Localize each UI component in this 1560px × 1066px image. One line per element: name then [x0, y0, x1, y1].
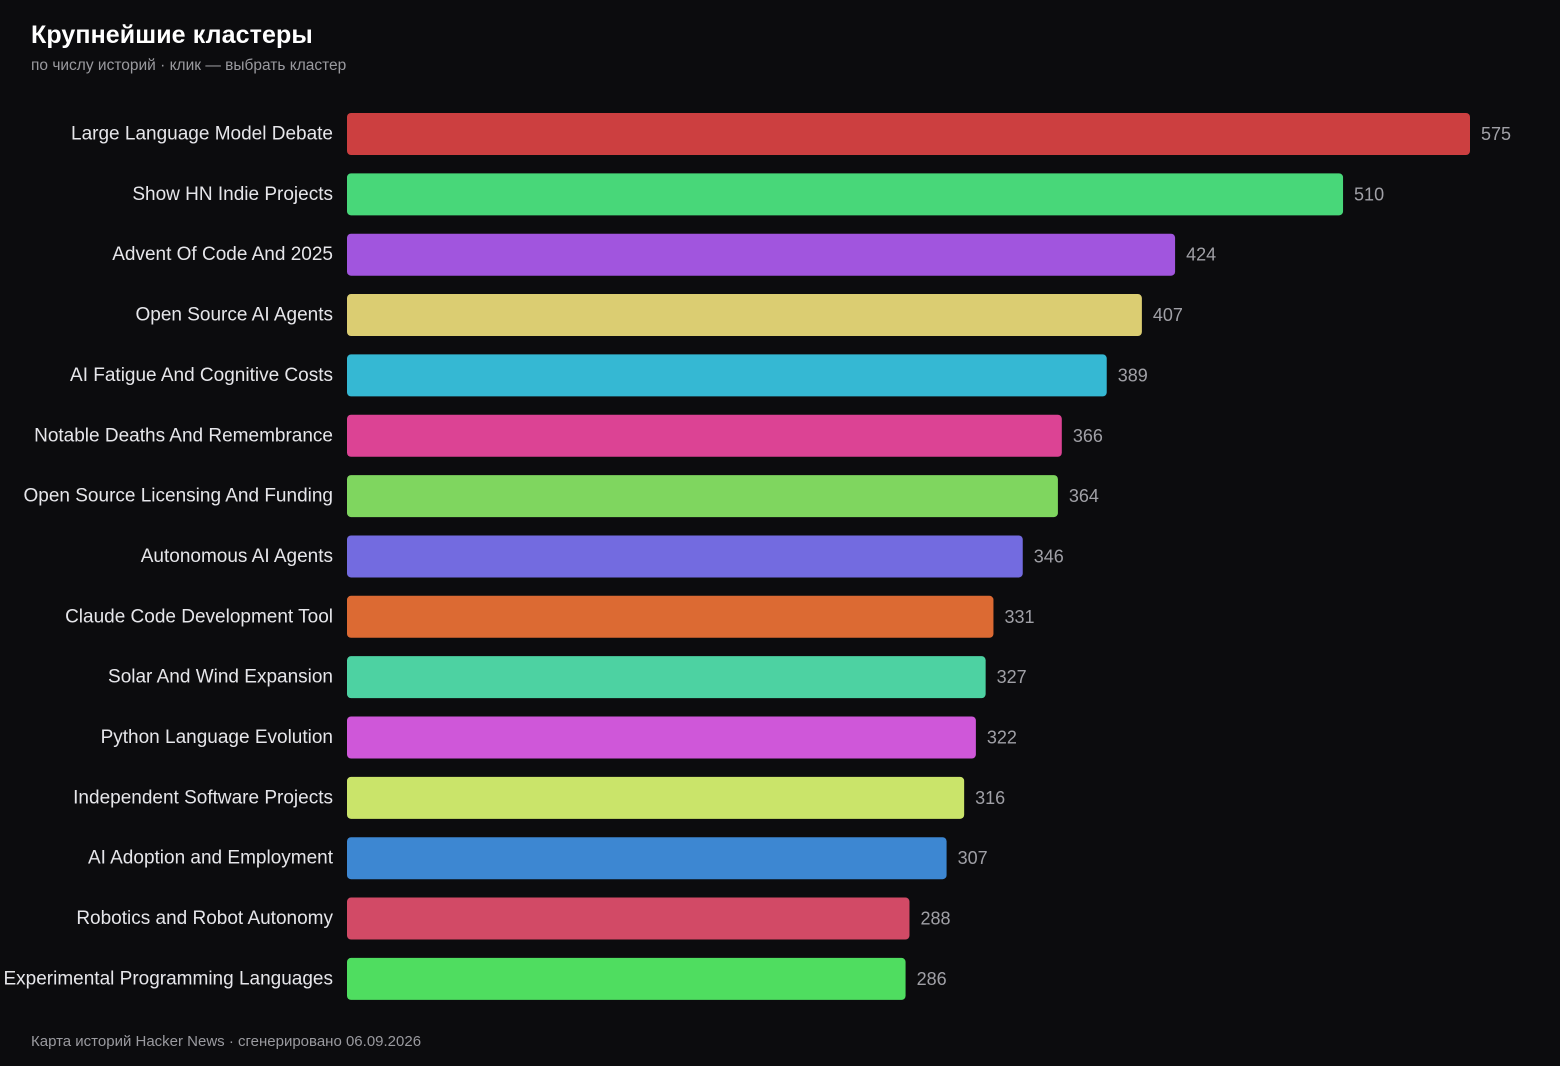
- cluster-bar[interactable]: [347, 897, 910, 940]
- cluster-bar[interactable]: [347, 173, 1344, 216]
- cluster-bar[interactable]: [347, 414, 1062, 457]
- category-label: Autonomous AI Agents: [141, 546, 333, 567]
- value-label: 307: [958, 848, 988, 868]
- cluster-bar[interactable]: [347, 233, 1176, 276]
- category-label: Python Language Evolution: [101, 727, 333, 748]
- value-label: 510: [1354, 184, 1384, 204]
- value-label: 286: [917, 969, 947, 989]
- value-label: 288: [920, 909, 950, 929]
- footer-credit: Карта историй Hacker News · сгенерирован…: [31, 1033, 422, 1050]
- bar-row[interactable]: Independent Software Projects 316: [73, 776, 1005, 819]
- chart-subtitle: по числу историй · клик — выбрать класте…: [31, 57, 347, 74]
- bar-row[interactable]: Python Language Evolution 322: [101, 716, 1017, 759]
- value-label: 366: [1073, 426, 1103, 446]
- cluster-bar[interactable]: [347, 354, 1107, 397]
- value-label: 389: [1118, 365, 1148, 385]
- cluster-bar[interactable]: [347, 475, 1058, 518]
- value-label: 407: [1153, 305, 1183, 325]
- value-label: 575: [1481, 124, 1511, 144]
- cluster-bar[interactable]: [347, 656, 986, 699]
- category-label: Large Language Model Debate: [71, 124, 333, 145]
- cluster-bar[interactable]: [347, 716, 976, 759]
- chart-header: Крупнейшие кластеры по числу историй · к…: [31, 18, 346, 76]
- category-label: Show HN Indie Projects: [132, 184, 333, 205]
- value-label: 327: [997, 667, 1027, 687]
- bar-row[interactable]: Open Source Licensing And Funding 364: [24, 475, 1099, 518]
- category-label: Advent Of Code And 2025: [112, 244, 333, 265]
- bar-row[interactable]: Robotics and Robot Autonomy 288: [76, 897, 951, 940]
- category-label: Claude Code Development Tool: [65, 606, 333, 627]
- chart-title: Крупнейшие кластеры: [31, 21, 313, 49]
- category-label: Notable Deaths And Remembrance: [34, 425, 333, 446]
- bar-row[interactable]: Notable Deaths And Remembrance 366: [34, 414, 1103, 457]
- bar-row[interactable]: Solar And Wind Expansion 327: [108, 656, 1027, 699]
- category-label: AI Fatigue And Cognitive Costs: [70, 365, 333, 386]
- bar-row[interactable]: Autonomous AI Agents 346: [141, 535, 1064, 578]
- value-label: 316: [975, 788, 1005, 808]
- value-label: 364: [1069, 486, 1099, 506]
- cluster-bar[interactable]: [347, 957, 906, 1000]
- category-label: AI Adoption and Employment: [88, 848, 334, 869]
- cluster-bar[interactable]: [347, 837, 947, 880]
- cluster-bar[interactable]: [347, 535, 1023, 578]
- bar-row[interactable]: Advent Of Code And 2025 424: [112, 233, 1216, 276]
- category-label: Open Source Licensing And Funding: [24, 486, 334, 507]
- bar-row[interactable]: AI Adoption and Employment 307: [88, 837, 988, 880]
- cluster-bar[interactable]: [347, 776, 965, 819]
- value-label: 322: [987, 728, 1017, 748]
- category-label: Independent Software Projects: [73, 787, 333, 808]
- cluster-bar[interactable]: [347, 113, 1470, 155]
- value-label: 424: [1186, 245, 1216, 265]
- category-label: Experimental Programming Languages: [3, 968, 333, 989]
- value-label: 346: [1034, 546, 1064, 566]
- category-label: Robotics and Robot Autonomy: [76, 908, 333, 929]
- category-label: Open Source AI Agents: [135, 305, 333, 326]
- value-label: 331: [1004, 607, 1034, 627]
- cluster-bar[interactable]: [347, 595, 994, 638]
- bar-row[interactable]: Show HN Indie Projects 510: [132, 173, 1384, 216]
- category-label: Solar And Wind Expansion: [108, 667, 333, 688]
- bar-row[interactable]: Experimental Programming Languages 286: [3, 957, 947, 1000]
- bar-row[interactable]: Claude Code Development Tool 331: [65, 595, 1035, 638]
- bar-row[interactable]: Open Source AI Agents 407: [135, 294, 1183, 337]
- bar-row[interactable]: AI Fatigue And Cognitive Costs 389: [70, 354, 1148, 397]
- cluster-bar[interactable]: [347, 294, 1142, 337]
- bar-row[interactable]: Large Language Model Debate 575: [71, 113, 1511, 155]
